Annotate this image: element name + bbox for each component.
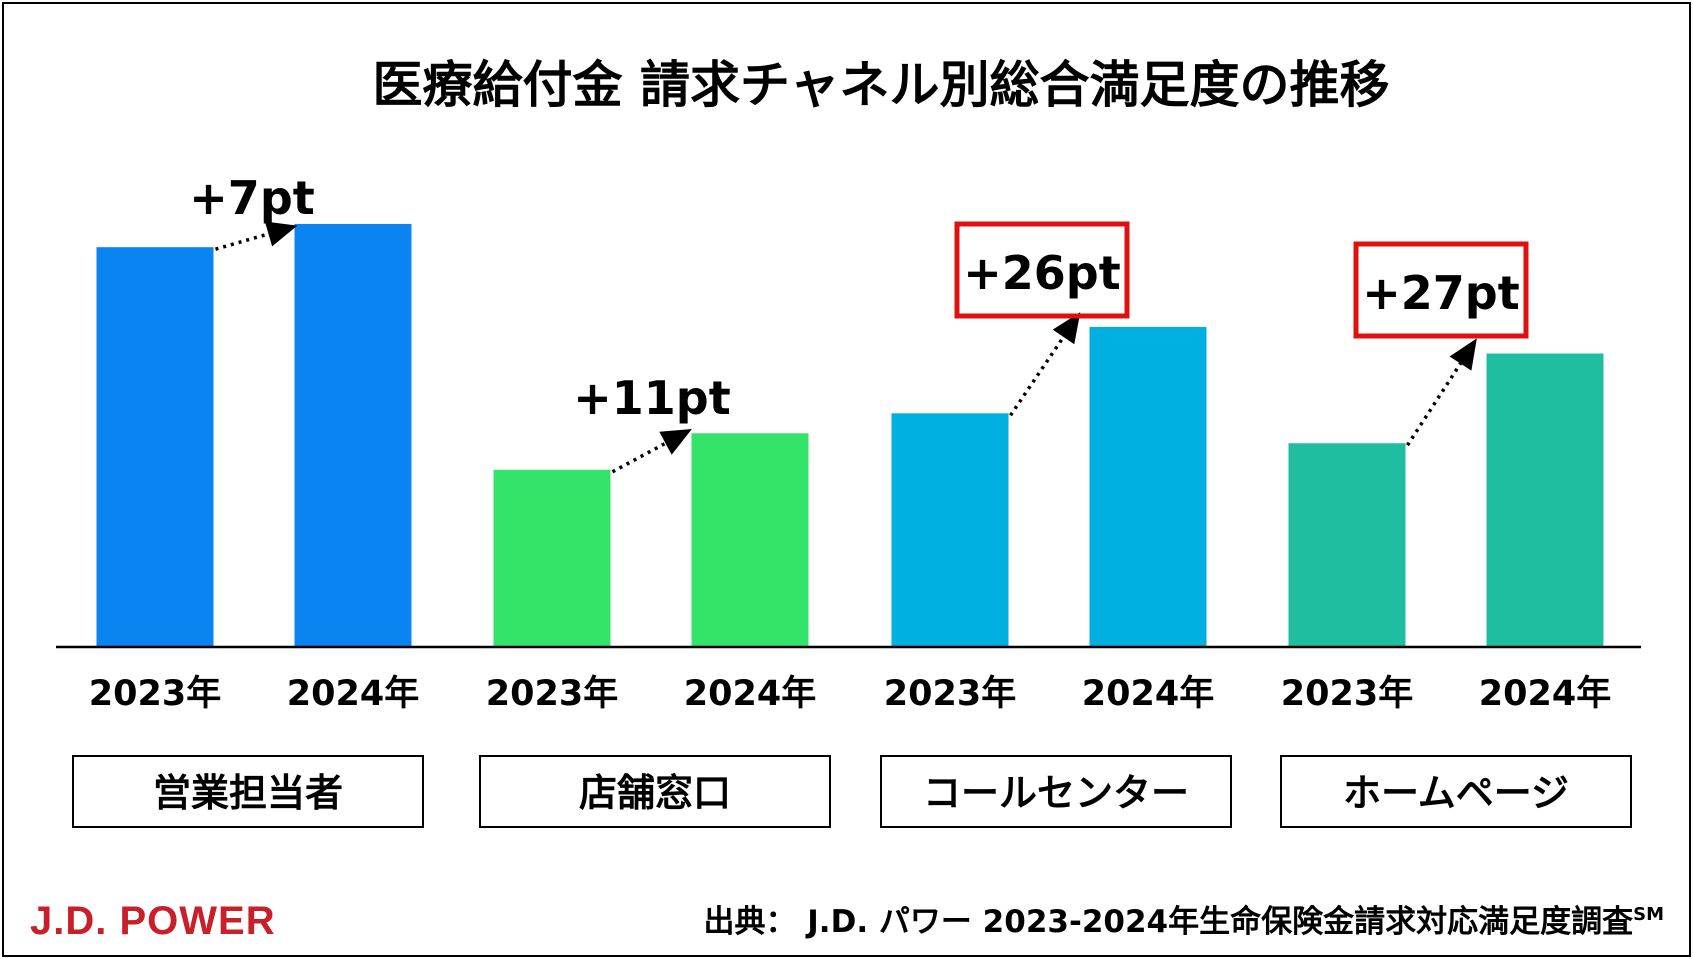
category-box [72,755,424,828]
source-superscript: SM [1633,904,1664,925]
arrows-layer [215,221,1477,474]
bar-1-0 [493,469,611,647]
bar-0-1 [294,223,412,647]
x-tick-label: 2024年 [287,674,419,714]
bar-3-0 [1288,443,1406,647]
arrowhead [264,221,298,247]
bar-2-0 [891,413,1009,647]
category-box [880,755,1232,828]
change-arrow [215,232,269,251]
category-box [479,755,831,828]
change-annotations: +7pt +11pt +26pt +27pt [189,171,1529,425]
bars-layer [96,223,1604,647]
category-label: 店舗窓口 [579,771,731,815]
arrowhead [1449,338,1477,371]
x-tick-label: 2023年 [1281,674,1413,714]
x-tick-label: 2024年 [1082,674,1214,714]
bar-3-1 [1486,353,1604,647]
bar-0-0 [96,247,214,647]
chart-canvas: 医療給付金 請求チャネル別総合満足度の推移 2023年 2024年 2023年 202… [30,56,1664,943]
x-tick-label: 2023年 [89,674,221,714]
source-note: 出典： J.D. パワー 2023-2024年生命保険金請求対応満足度調査SM [703,904,1664,940]
category-box [1280,755,1632,828]
source-text: 出典： J.D. パワー 2023-2024年生命保険金請求対応満足度調査 [703,904,1633,940]
highlight-box [1353,241,1529,339]
change-arrow [1009,335,1065,417]
highlight-box [954,221,1130,319]
bar-1-1 [691,433,809,647]
x-tick-label: 2024年 [1479,674,1611,714]
jd-power-logo: J.D. POWER [30,899,276,943]
change-arrow [611,441,667,474]
change-label: +27pt [1362,266,1519,320]
category-label: 営業担当者 [153,771,343,815]
category-label: ホームページ [1343,771,1569,815]
bar-2-1 [1089,326,1207,647]
arrowhead [1052,312,1081,345]
change-label: +11pt [573,371,730,425]
x-tick-labels: 2023年 2024年 2023年 2024年 2023年 2024年 2023年 2024年 [89,674,1611,714]
change-label: +7pt [189,171,314,225]
category-label: コールセンター [923,771,1189,815]
chart-title: 医療給付金 請求チャネル別総合満足度の推移 [373,56,1390,114]
x-tick-label: 2023年 [884,674,1016,714]
arrowhead [659,429,692,455]
x-tick-label: 2024年 [684,674,816,714]
change-arrow [1406,362,1462,447]
x-tick-label: 2023年 [486,674,618,714]
change-label: +26pt [963,246,1120,300]
category-labels: 営業担当者 店舗窓口 コールセンター ホームページ [72,755,1632,828]
